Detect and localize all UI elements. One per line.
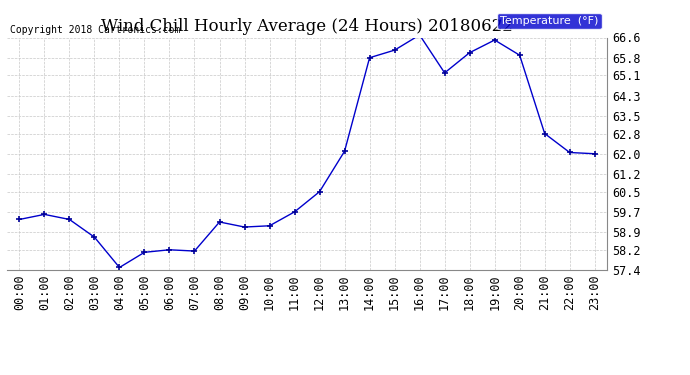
Text: Copyright 2018 Cartronics.com: Copyright 2018 Cartronics.com: [10, 25, 180, 35]
Legend: Temperature  (°F): Temperature (°F): [497, 13, 602, 30]
Title: Wind Chill Hourly Average (24 Hours) 20180622: Wind Chill Hourly Average (24 Hours) 201…: [101, 18, 513, 34]
